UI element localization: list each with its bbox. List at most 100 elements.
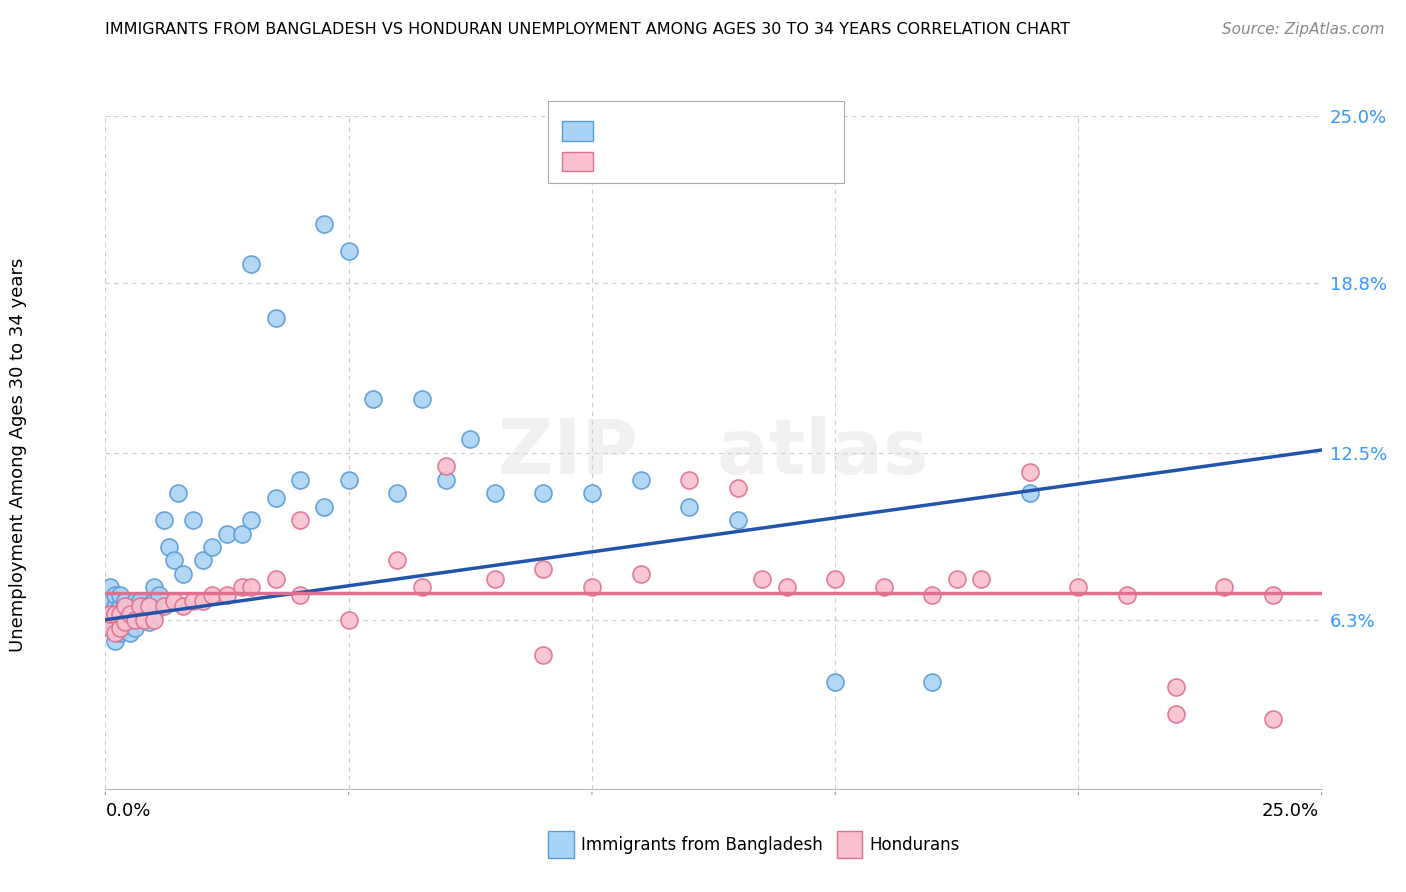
Point xyxy=(288,513,311,527)
Point xyxy=(124,594,146,608)
Point xyxy=(118,607,141,622)
Text: Hondurans: Hondurans xyxy=(869,836,959,854)
Point xyxy=(337,244,360,258)
Point xyxy=(217,526,239,541)
Point xyxy=(138,599,160,614)
Point xyxy=(458,432,481,446)
Point xyxy=(114,615,136,630)
Point xyxy=(678,500,700,514)
Point xyxy=(264,311,287,326)
Point xyxy=(143,581,166,595)
Text: R =  0.238: R = 0.238 xyxy=(602,122,703,140)
Point xyxy=(264,491,287,506)
Point xyxy=(98,621,121,635)
Point xyxy=(172,566,194,581)
Point xyxy=(162,553,184,567)
Point xyxy=(153,599,176,614)
Point xyxy=(118,626,141,640)
Point xyxy=(240,513,263,527)
Point xyxy=(191,594,214,608)
Text: N = 65: N = 65 xyxy=(745,122,811,140)
Point xyxy=(114,607,136,622)
Point xyxy=(108,589,131,603)
Point xyxy=(531,648,554,662)
Point xyxy=(108,599,131,614)
Point xyxy=(775,581,797,595)
Point xyxy=(581,581,603,595)
Point xyxy=(201,589,224,603)
Point xyxy=(104,589,127,603)
Point xyxy=(337,613,360,627)
Point xyxy=(138,615,160,630)
Text: Immigrants from Bangladesh: Immigrants from Bangladesh xyxy=(581,836,823,854)
Point xyxy=(921,589,943,603)
Point xyxy=(104,607,127,622)
Point xyxy=(921,674,943,689)
Point xyxy=(411,392,433,406)
Text: ZIP   atlas: ZIP atlas xyxy=(498,416,929,490)
Point xyxy=(231,526,253,541)
Point xyxy=(98,581,121,595)
Point xyxy=(434,473,457,487)
Point xyxy=(108,626,131,640)
Point xyxy=(751,572,773,586)
Point xyxy=(104,607,127,622)
Point xyxy=(581,486,603,500)
Point xyxy=(337,473,360,487)
Point xyxy=(1018,486,1040,500)
Point xyxy=(143,607,166,622)
Text: 25.0%: 25.0% xyxy=(1261,802,1319,820)
Point xyxy=(134,613,156,627)
Point xyxy=(314,500,336,514)
Point xyxy=(108,621,131,635)
Point xyxy=(138,599,160,614)
Point xyxy=(114,594,136,608)
Point xyxy=(118,613,141,627)
Text: Unemployment Among Ages 30 to 34 years: Unemployment Among Ages 30 to 34 years xyxy=(10,258,27,652)
Point xyxy=(1164,680,1187,694)
Point xyxy=(172,599,194,614)
Point xyxy=(1164,706,1187,721)
Point xyxy=(1018,465,1040,479)
Point xyxy=(134,599,156,614)
Point xyxy=(104,599,127,614)
Point xyxy=(387,486,409,500)
Point xyxy=(1261,712,1284,726)
Point xyxy=(630,473,652,487)
Point xyxy=(824,572,846,586)
Point xyxy=(727,513,749,527)
Point xyxy=(167,486,190,500)
Point xyxy=(411,581,433,595)
Point xyxy=(484,572,506,586)
Point xyxy=(434,459,457,474)
Point xyxy=(98,594,121,608)
Point xyxy=(114,621,136,635)
Point xyxy=(970,572,993,586)
Point xyxy=(98,607,121,622)
Point xyxy=(181,513,204,527)
Point xyxy=(484,486,506,500)
Point xyxy=(153,513,176,527)
Text: N = 52: N = 52 xyxy=(745,153,811,170)
Point xyxy=(124,621,146,635)
Point xyxy=(264,572,287,586)
Point xyxy=(1116,589,1139,603)
Point xyxy=(873,581,896,595)
Point xyxy=(98,621,121,635)
Text: IMMIGRANTS FROM BANGLADESH VS HONDURAN UNEMPLOYMENT AMONG AGES 30 TO 34 YEARS CO: IMMIGRANTS FROM BANGLADESH VS HONDURAN U… xyxy=(105,22,1070,37)
Point xyxy=(231,581,253,595)
Point xyxy=(124,607,146,622)
Point xyxy=(201,540,224,554)
Point xyxy=(288,473,311,487)
Point xyxy=(134,613,156,627)
Point xyxy=(143,594,166,608)
Point xyxy=(361,392,384,406)
Point xyxy=(1261,589,1284,603)
Point xyxy=(108,615,131,630)
Point xyxy=(104,626,127,640)
Point xyxy=(114,599,136,614)
Point xyxy=(314,217,336,231)
Point xyxy=(143,613,166,627)
Text: R =  0.000: R = 0.000 xyxy=(602,153,703,170)
Point xyxy=(387,553,409,567)
